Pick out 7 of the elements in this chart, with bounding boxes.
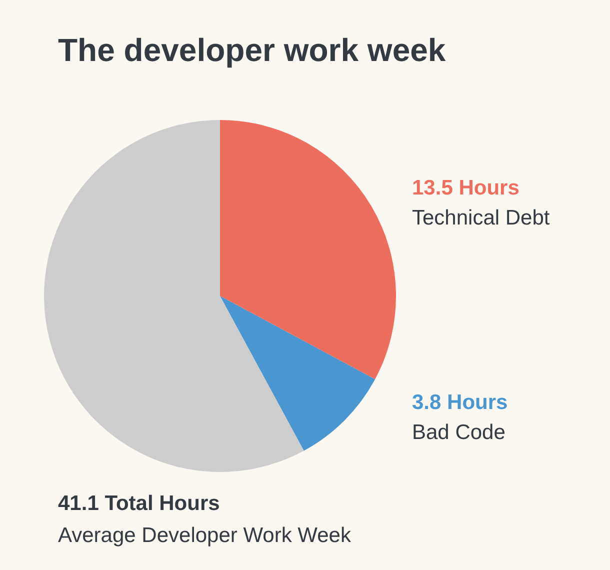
text: 41.1 Total Hours [58,492,220,515]
slice-label: Bad Code [412,421,506,444]
slice-label: Average Developer Work Week [58,524,352,547]
data-label: 3.8 Hours [412,391,508,414]
data-label: 13.5 Hours [412,176,520,200]
slice-label: Technical Debt [412,206,550,230]
chart-title: The developer work week [58,31,446,70]
